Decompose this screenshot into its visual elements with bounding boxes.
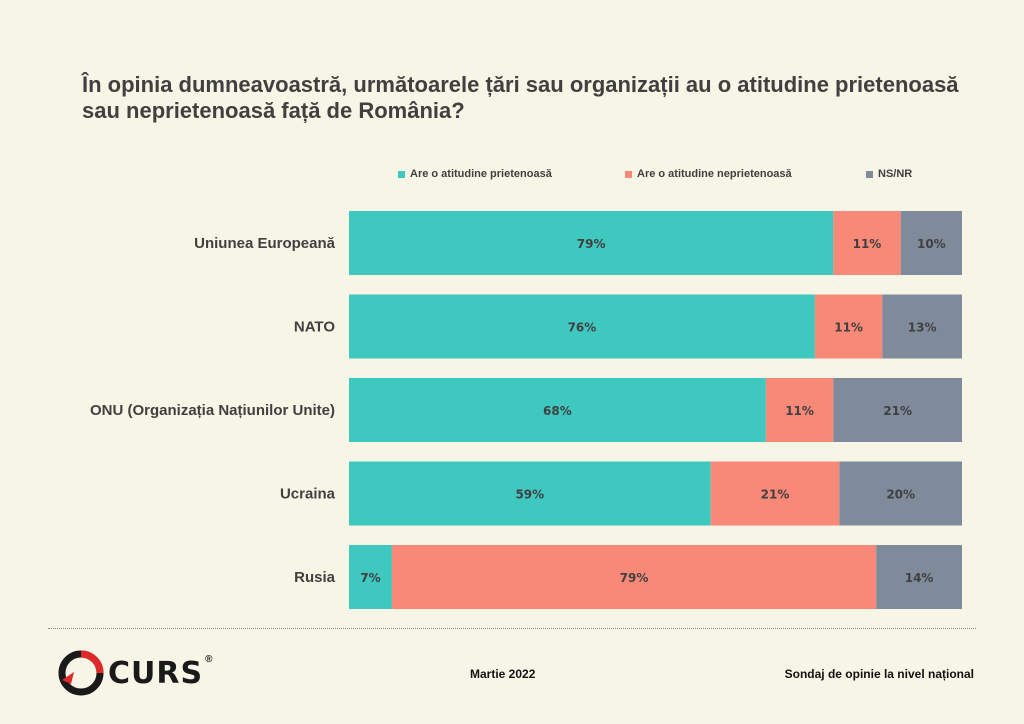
bar-segment-rusia-nsnr	[876, 545, 962, 609]
legend-swatch-friendly	[398, 170, 405, 178]
bar-segment-uniunea-europeana-unfriendly	[833, 211, 901, 275]
legend-item-friendly: Are o atitudine prietenoasă	[398, 168, 552, 180]
logo-text: CURS	[108, 655, 204, 691]
data-label-nato-friendly: 76%	[568, 321, 597, 335]
legend-swatch-nsnr	[866, 170, 873, 178]
chart-legend: Are o atitudine prietenoasă Are o atitud…	[0, 168, 1024, 188]
curs-logo: CURS ®	[58, 650, 212, 696]
data-label-uniunea-europeana-friendly: 79%	[577, 237, 606, 251]
bar-segment-nato-unfriendly	[814, 294, 883, 359]
data-label-ucraina-friendly: 59%	[515, 488, 544, 502]
data-label-onu-organizatia-natiunilor-unite-friendly: 68%	[543, 404, 572, 418]
bar-segment-ucraina-nsnr	[839, 461, 962, 526]
legend-item-unfriendly: Are o atitudine neprietenoasă	[625, 168, 792, 180]
chart-title: În opinia dumneavoastră, următoarele țăr…	[82, 72, 959, 123]
data-label-ucraina-unfriendly: 21%	[761, 488, 790, 502]
legend-label-nsnr: NS/NR	[878, 168, 913, 180]
bar-segment-rusia-friendly	[349, 545, 392, 609]
footer-date: Martie 2022	[470, 667, 536, 681]
category-label-ucraina: Ucraina	[280, 486, 336, 503]
bar-segment-nato-nsnr	[882, 294, 962, 359]
curs-logo-icon	[58, 650, 104, 696]
bar-segment-nato-friendly	[349, 294, 815, 359]
category-label-nato: NATO	[294, 319, 335, 336]
footer-source: Sondaj de opinie la nivel național	[784, 667, 974, 681]
bar-segment-uniunea-europeana-nsnr	[900, 211, 962, 275]
category-label-uniunea-europeana: Uniunea Europeană	[194, 235, 336, 252]
data-label-uniunea-europeana-unfriendly: 11%	[853, 237, 882, 251]
data-label-ucraina-nsnr: 20%	[886, 488, 915, 502]
data-label-uniunea-europeana-nsnr: 10%	[917, 237, 946, 251]
data-label-rusia-friendly: 7%	[360, 571, 380, 585]
legend-swatch-unfriendly	[625, 170, 632, 178]
footer-divider	[48, 628, 976, 629]
data-label-rusia-unfriendly: 79%	[620, 571, 649, 585]
legend-item-nsnr: NS/NR	[866, 168, 912, 180]
bar-segment-onu-organizatia-natiunilor-unite-friendly	[349, 378, 766, 442]
data-label-nato-nsnr: 13%	[908, 321, 937, 335]
category-label-onu-organizatia-natiunilor-unite: ONU (Organizația Națiunilor Unite)	[90, 402, 335, 419]
legend-label-friendly: Are o atitudine prietenoasă	[410, 168, 552, 180]
bar-segment-ucraina-friendly	[349, 461, 711, 526]
bar-segment-uniunea-europeana-friendly	[349, 211, 834, 275]
data-label-rusia-nsnr: 14%	[905, 571, 934, 585]
bar-segment-onu-organizatia-natiunilor-unite-unfriendly	[765, 378, 834, 442]
bar-segment-rusia-unfriendly	[391, 545, 877, 609]
legend-label-unfriendly: Are o atitudine neprietenoasă	[637, 168, 792, 180]
data-label-nato-unfriendly: 11%	[834, 321, 863, 335]
category-label-rusia: Rusia	[294, 569, 336, 586]
logo-registered-mark: ®	[205, 653, 213, 665]
data-label-onu-organizatia-natiunilor-unite-nsnr: 21%	[883, 404, 912, 418]
bar-segment-ucraina-unfriendly	[710, 461, 840, 526]
data-label-onu-organizatia-natiunilor-unite-unfriendly: 11%	[785, 404, 814, 418]
bar-segment-onu-organizatia-natiunilor-unite-nsnr	[833, 378, 962, 442]
